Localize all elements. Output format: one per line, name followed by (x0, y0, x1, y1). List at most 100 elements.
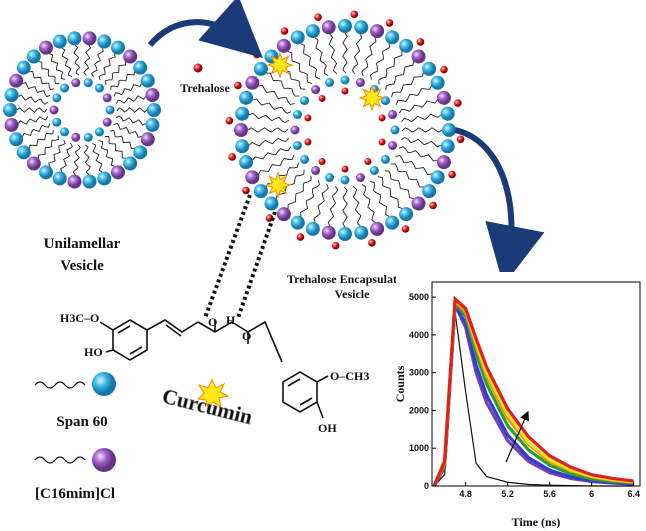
inner-head (94, 83, 104, 93)
lipid-tail (377, 176, 403, 209)
c16mim-icon (92, 448, 116, 472)
curcumin (358, 84, 386, 112)
head-group (276, 38, 291, 53)
trehalose (318, 94, 326, 102)
lipid-tail (399, 99, 438, 114)
trehalose (416, 38, 425, 46)
label: Trehalose Encapsulated (287, 272, 409, 286)
head-group (39, 165, 53, 180)
head-group (145, 88, 160, 103)
lipid-tail (38, 135, 59, 159)
inner-head (292, 110, 302, 120)
head-group (321, 225, 336, 240)
inner-head (388, 110, 398, 120)
inner-head (355, 173, 365, 183)
head-group (123, 49, 138, 64)
lipid-tail (104, 136, 126, 159)
trehalose (378, 138, 386, 146)
inner-head (105, 105, 115, 115)
curcumin-icon (196, 378, 230, 411)
lipid-tail (401, 127, 443, 133)
head-group (4, 117, 19, 132)
inner-head (60, 127, 70, 137)
lipid-tail (110, 71, 136, 91)
label: Unilamellar (44, 236, 121, 252)
inner-head (355, 77, 365, 87)
head-group (264, 196, 279, 211)
trehalose (331, 241, 340, 250)
head-group (430, 170, 445, 185)
decay-curve (432, 295, 634, 487)
lipid-tail (313, 183, 329, 223)
legend-label: Span 60 (56, 414, 107, 430)
chart-background (396, 272, 646, 531)
lipid-tail (300, 180, 321, 217)
lipid-tail (395, 85, 432, 105)
arrow (454, 127, 545, 286)
head-group (145, 117, 160, 132)
lipid-tail (351, 34, 363, 75)
lipid-tail (249, 112, 290, 124)
lipid-tail (49, 53, 66, 80)
lipid-tail (248, 137, 289, 147)
trehalose-icon (193, 63, 203, 73)
lipid-tail (395, 154, 432, 175)
tail-icon (34, 456, 86, 464)
head-group (338, 227, 352, 241)
head-group (290, 215, 305, 230)
head-group (370, 24, 385, 39)
atom-label: H3C–O (60, 311, 99, 325)
lipid-tail (378, 51, 403, 85)
trehalose (454, 99, 462, 107)
inner-head (83, 132, 93, 142)
x-tick-label: 4.8 (459, 489, 472, 499)
trehalose (401, 225, 410, 233)
head-group (16, 145, 31, 160)
head-group (354, 225, 369, 240)
trehalose (350, 10, 359, 19)
lipid-tail (83, 45, 92, 76)
inner-head (52, 117, 62, 127)
lipid-tail (258, 85, 295, 106)
inner-head (102, 117, 112, 127)
lipid-tail (91, 48, 104, 78)
inner-head (390, 125, 400, 135)
head-group (253, 61, 268, 76)
lipid-tail (300, 43, 320, 80)
inner-head (292, 140, 302, 150)
head-group (16, 60, 31, 75)
head-group (140, 73, 155, 88)
head-group (39, 40, 53, 55)
lipid-tail (116, 107, 148, 113)
head-group (305, 221, 320, 236)
y-axis-label: Counts (393, 365, 407, 402)
lipid-tail (72, 144, 81, 175)
lipid-tail (287, 51, 313, 84)
h-bond (236, 211, 277, 319)
lipid-tail (98, 140, 115, 167)
vesicles (3, 10, 465, 250)
head-group (111, 40, 125, 55)
inner-head (49, 105, 59, 115)
lipid-tail (61, 47, 73, 77)
head-group (133, 60, 148, 75)
inner-head (380, 154, 390, 164)
lipid-tail (73, 45, 81, 76)
inner-head (300, 96, 310, 106)
lipid-tail (247, 127, 289, 133)
lipid-tail (352, 186, 362, 227)
y-tick-label: 2000 (409, 405, 429, 415)
lipid-tail (60, 142, 73, 172)
lipid-tail (361, 37, 377, 77)
head-group (97, 171, 112, 186)
trehalose (225, 116, 234, 125)
y-tick-label: 3000 (409, 368, 429, 378)
inner-head (52, 93, 62, 103)
inner-head (83, 78, 93, 88)
lipid-tail (252, 98, 292, 114)
trehalose (448, 170, 456, 179)
label: Vesicle (335, 287, 371, 301)
head-group (52, 34, 67, 49)
lipid-tail (18, 116, 48, 125)
trehalose (341, 87, 349, 95)
